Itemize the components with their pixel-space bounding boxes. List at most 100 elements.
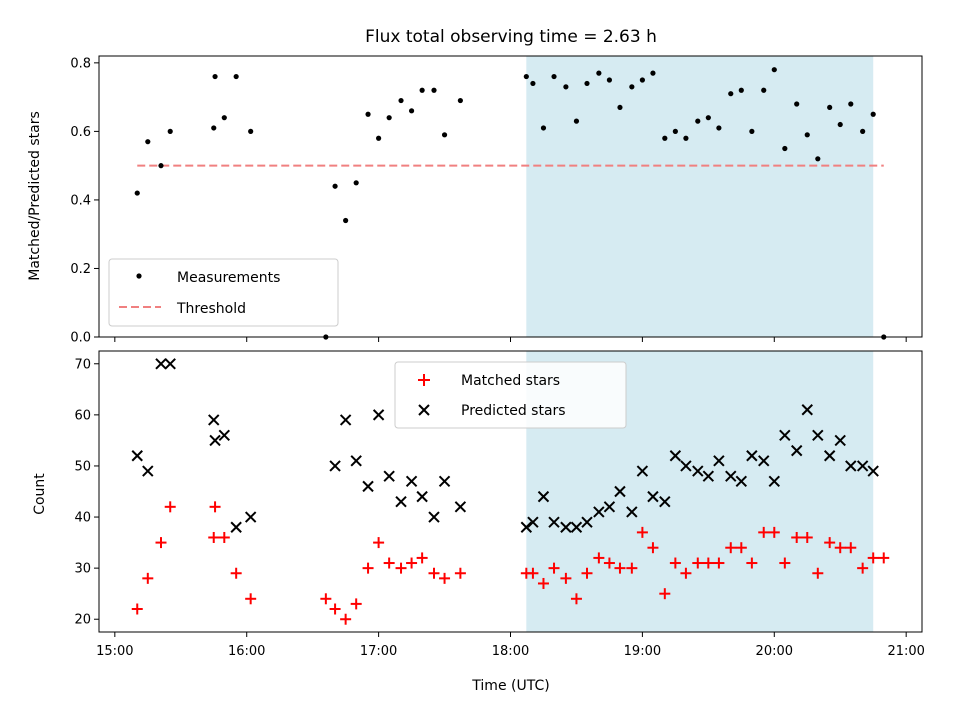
predicted-stars-point: [834, 434, 846, 447]
top-x-ticks: [114, 337, 907, 342]
measurement-point: [540, 125, 547, 131]
measurement-point: [167, 128, 173, 134]
matched-stars-point: [209, 501, 221, 513]
predicted-stars-point: [680, 460, 692, 472]
predicted-stars-point: [372, 409, 385, 421]
measurement-point: [248, 128, 254, 134]
measurement-points: [134, 67, 887, 340]
matched-stars-point: [593, 552, 605, 564]
top-y-axis-label: Matched/Predicted stars: [27, 111, 43, 281]
measurement-point: [530, 80, 536, 87]
matched-stars-point: [692, 557, 704, 569]
measurement-point: [365, 111, 371, 117]
predicted-stars-point: [856, 460, 869, 472]
matched-stars-point: [626, 562, 638, 574]
top-panel: 0.00.20.40.60.8 Matched/Predicted stars …: [27, 55, 923, 346]
measurement-point: [386, 115, 392, 121]
predicted-stars-point: [845, 460, 857, 472]
matched-stars-point: [857, 562, 869, 574]
measurement-point: [860, 128, 866, 134]
predicted-stars-point: [725, 470, 737, 482]
matched-stars-point: [218, 531, 230, 543]
predicted-stars-point: [244, 511, 257, 523]
matched-stars-point: [725, 542, 737, 554]
predicted-stars-point: [142, 465, 154, 477]
predicted-stars-point: [746, 450, 758, 462]
x-tick-label: 16:00: [228, 644, 265, 659]
bottom-y-tick-label: 50: [74, 459, 91, 474]
measurement-point: [551, 73, 557, 80]
matched-stars-point: [659, 588, 671, 600]
measurement-point: [158, 163, 164, 169]
matched-stars-point: [735, 542, 747, 554]
matched-stars-point: [779, 557, 791, 569]
measurement-point: [606, 77, 613, 83]
observing-window-span-top: [526, 56, 874, 337]
predicted-stars-point: [768, 475, 780, 487]
x-tick-label: 21:00: [887, 644, 924, 659]
measurement-point: [353, 180, 359, 186]
matched-stars-point: [746, 557, 758, 569]
predicted-stars-point: [867, 465, 879, 477]
matched-stars-point: [669, 557, 681, 569]
predicted-stars-point: [155, 358, 167, 370]
matched-stars-point: [164, 501, 176, 513]
top-legend-label-threshold: Threshold: [176, 301, 246, 317]
matched-stars-point: [834, 542, 846, 554]
matched-stars-point: [647, 542, 659, 554]
matched-stars-point: [320, 593, 332, 605]
matched-stars-point: [614, 562, 626, 574]
measurement-point: [827, 104, 833, 111]
predicted-stars-point: [790, 444, 803, 457]
measurement-point: [563, 84, 569, 90]
measurement-point: [629, 84, 635, 90]
matched-stars-point: [329, 603, 341, 615]
predicted-stars-point: [164, 358, 176, 370]
matched-stars-point: [812, 567, 824, 579]
matched-stars-point: [383, 557, 395, 569]
predicted-stars-point: [438, 475, 451, 487]
matched-stars-point: [131, 603, 143, 615]
matched-stars-point: [155, 537, 167, 549]
x-tick-label: 20:00: [756, 644, 793, 659]
bottom-legend: Matched stars Predicted stars: [394, 361, 627, 429]
x-tick-label: 17:00: [360, 644, 397, 659]
measurement-point: [523, 73, 529, 80]
matched-stars-point: [350, 598, 362, 610]
bottom-legend-label-matched: Matched stars: [461, 373, 560, 389]
predicted-stars-point: [428, 511, 440, 523]
bottom-x-ticks: 15:00 16:00 17:00 18:00 19:00 20:00 21:00: [96, 632, 925, 659]
top-y-tick-label: 0.4: [70, 193, 91, 208]
predicted-stars-point: [527, 516, 539, 528]
bottom-axes-frame: [98, 350, 923, 633]
measurements-legend-marker: [136, 273, 142, 279]
measurement-point: [705, 115, 711, 121]
bottom-legend-label-predicted: Predicted stars: [461, 403, 566, 419]
predicted-stars-point: [614, 485, 626, 498]
measurement-point: [761, 87, 767, 93]
measurement-point: [837, 121, 843, 128]
x-tick-label: 19:00: [624, 644, 661, 659]
measurement-point: [728, 91, 734, 97]
matched-stars-point: [373, 537, 385, 549]
matched-stars-point: [548, 562, 560, 574]
bottom-y-ticks: 20 30 40 50 60 70: [74, 357, 99, 628]
matched-stars-point: [791, 531, 803, 543]
predicted-stars-point: [692, 465, 704, 477]
matched-stars-point: [395, 562, 407, 574]
measurement-point: [332, 183, 338, 189]
matched-stars-point: [603, 557, 615, 569]
bottom-y-tick-label: 20: [74, 613, 91, 628]
x-tick-label: 15:00: [96, 644, 133, 659]
predicted-stars-point: [669, 450, 682, 462]
matched-stars-point: [416, 552, 428, 564]
measurement-point: [408, 108, 415, 114]
predicted-stars-point: [758, 455, 770, 467]
measurement-point: [441, 132, 448, 138]
measurement-point: [695, 118, 701, 124]
predicted-stars-point: [823, 450, 836, 462]
x-axis-label: Time (UTC): [471, 678, 549, 694]
measurement-point: [376, 135, 382, 141]
measurement-point: [398, 97, 404, 104]
